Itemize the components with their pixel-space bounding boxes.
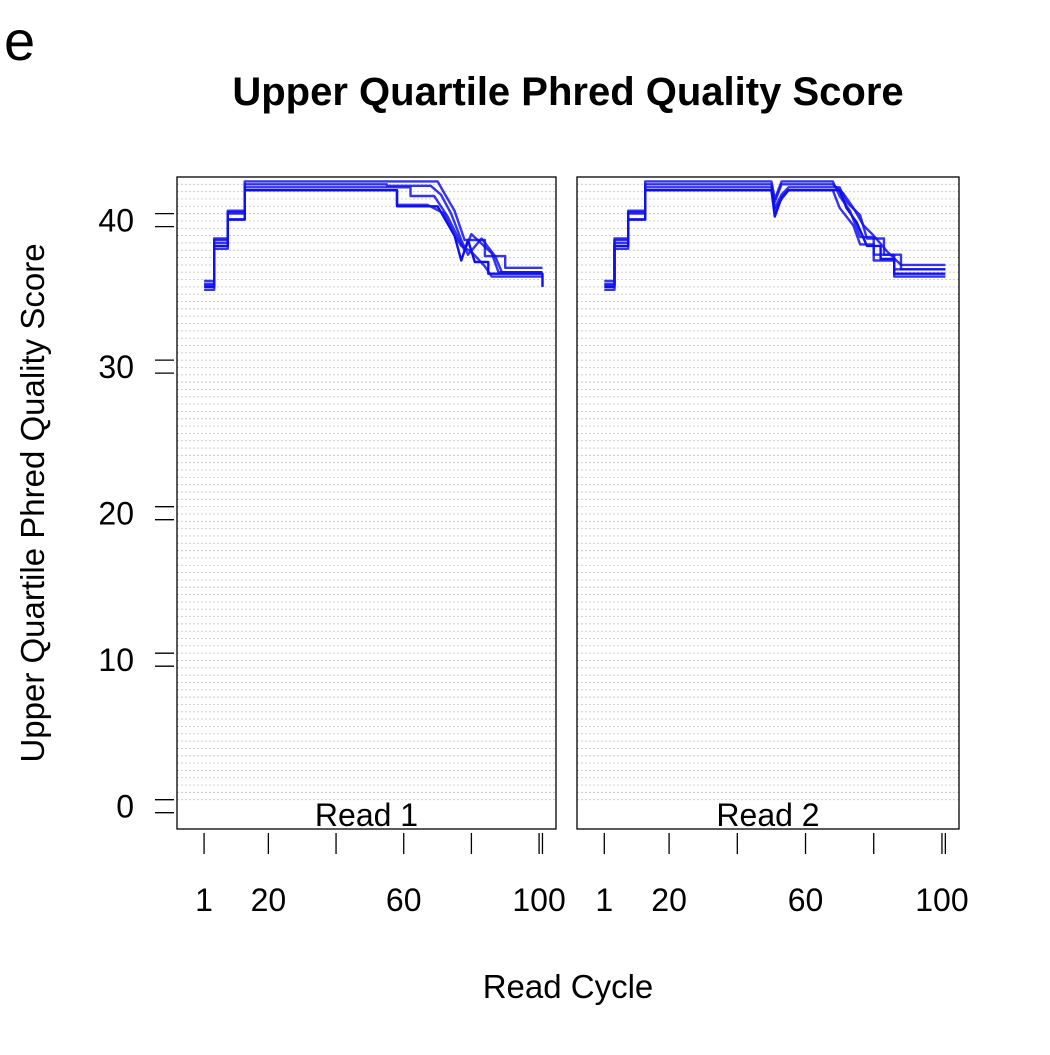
- x-tick-label: 20: [251, 882, 287, 918]
- x-axis-ticks: [603, 833, 947, 854]
- panel-1: Read 1 1 20 60 100: [176, 176, 566, 918]
- y-tick-label: 10: [98, 642, 134, 678]
- panel-label: Read 2: [716, 797, 819, 833]
- series-line: [204, 189, 544, 289]
- x-tick-label: 60: [788, 882, 824, 918]
- y-axis-label: Upper Quartile Phred Quality Score: [14, 243, 51, 762]
- panel-letter: e: [4, 9, 35, 72]
- series-line: [604, 189, 946, 291]
- x-tick-label: 60: [386, 882, 422, 918]
- panel-label: Read 1: [315, 797, 418, 833]
- x-tick-label: 1: [595, 882, 613, 918]
- x-tick-label: 20: [651, 882, 687, 918]
- x-tick-label: 100: [512, 882, 565, 918]
- chart-title: Upper Quartile Phred Quality Score: [232, 70, 903, 114]
- series-line: [604, 180, 946, 287]
- y-axis-ticks: [155, 212, 174, 814]
- panel-frame: [576, 176, 960, 830]
- x-tick-label: 1: [195, 882, 213, 918]
- y-tick-label: 30: [98, 349, 134, 385]
- y-tick-label: 40: [98, 203, 134, 239]
- series-line: [204, 180, 543, 287]
- panel-frame: [176, 176, 557, 830]
- y-tick-label: 0: [116, 789, 134, 825]
- series-line: [204, 189, 543, 291]
- x-tick-label: 100: [915, 882, 968, 918]
- x-axis-ticks: [203, 833, 544, 854]
- grid: [177, 183, 556, 801]
- y-tick-label: 20: [98, 496, 134, 532]
- panels: Read 1 1 20 60 100 Read 2 1 20 60 100 0 10 20 30 40: [98, 176, 969, 918]
- x-axis-label: Read Cycle: [483, 968, 654, 1005]
- panel-2: Read 2 1 20 60 100: [576, 176, 969, 918]
